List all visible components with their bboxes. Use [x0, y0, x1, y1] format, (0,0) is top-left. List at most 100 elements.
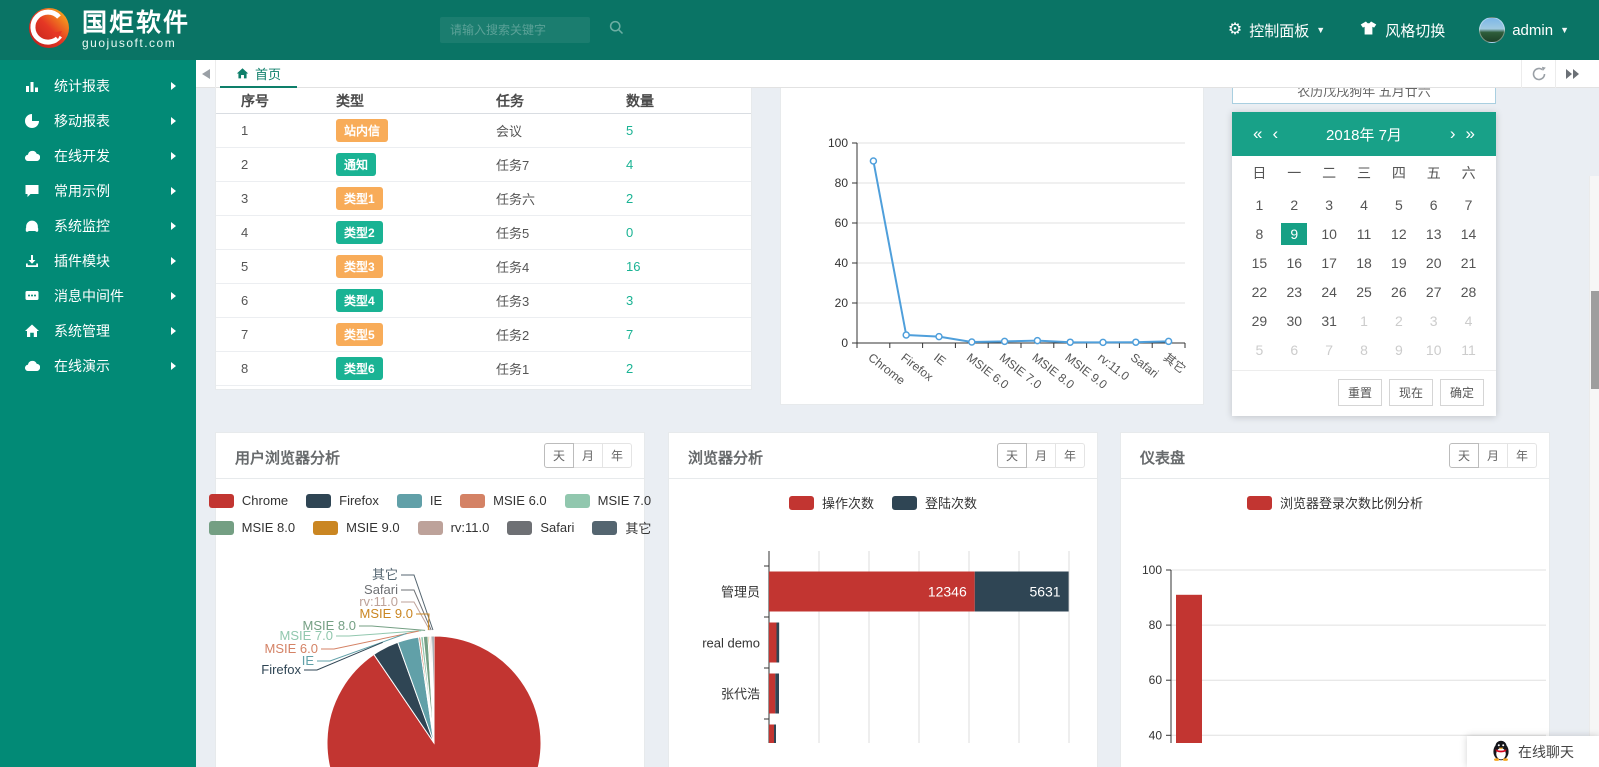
calendar-day[interactable]: 21: [1460, 254, 1477, 271]
calendar-day[interactable]: 25: [1356, 283, 1372, 300]
calendar-day[interactable]: 9: [1394, 341, 1403, 358]
legend-item[interactable]: MSIE 9.0: [313, 518, 400, 537]
calendar-day[interactable]: 2: [1290, 196, 1299, 213]
style-switch-menu[interactable]: 风格切换: [1359, 20, 1445, 41]
sidebar-item-6[interactable]: 插件模块: [0, 243, 196, 278]
calendar-day[interactable]: 1: [1255, 196, 1264, 213]
legend-item[interactable]: 操作次数: [788, 493, 874, 512]
calendar-day[interactable]: 7: [1464, 196, 1473, 213]
calendar-day[interactable]: 15: [1251, 254, 1268, 271]
calendar-day[interactable]: 11: [1461, 341, 1476, 358]
calendar-day[interactable]: 13: [1425, 225, 1442, 242]
calendar-day[interactable]: 6: [1290, 341, 1299, 358]
legend-item[interactable]: IE: [396, 493, 442, 508]
search-input[interactable]: [440, 23, 609, 37]
table-row[interactable]: 7 类型5 任务2 7: [216, 318, 751, 352]
legend-item[interactable]: 其它: [592, 518, 651, 537]
legend-item[interactable]: MSIE 7.0: [564, 493, 651, 508]
table-row[interactable]: 2 通知 任务7 4: [216, 148, 751, 182]
calendar-day[interactable]: 3: [1429, 312, 1438, 329]
calendar-day[interactable]: 12: [1391, 225, 1407, 242]
period-button[interactable]: 天: [543, 443, 574, 468]
sidebar-item-5[interactable]: 系统监控: [0, 208, 196, 243]
calendar-day[interactable]: 27: [1425, 283, 1442, 300]
search-icon[interactable]: [609, 20, 624, 40]
calendar-day[interactable]: 7: [1325, 341, 1334, 358]
calendar-day[interactable]: 4: [1464, 312, 1473, 329]
lunar-date-input[interactable]: 农历戊戌狗年 五月廿六: [1232, 88, 1496, 104]
period-button[interactable]: 天: [1448, 443, 1479, 468]
calendar-next-year-button[interactable]: »: [1465, 124, 1475, 143]
sidebar-item-3[interactable]: 在线开发: [0, 138, 196, 173]
calendar-day[interactable]: 26: [1391, 283, 1407, 300]
table-row[interactable]: 3 类型1 任务六 2: [216, 182, 751, 216]
calendar-day[interactable]: 31: [1321, 312, 1337, 329]
sidebar-item-7[interactable]: 消息中间件: [0, 278, 196, 313]
calendar-day[interactable]: 20: [1425, 254, 1442, 271]
legend-item[interactable]: 浏览器登录次数比例分析: [1246, 493, 1423, 512]
sidebar-item-1[interactable]: 统计报表: [0, 68, 196, 103]
control-panel-menu[interactable]: ⚙ 控制面板 ▼: [1228, 20, 1325, 41]
calendar-day[interactable]: 6: [1429, 196, 1438, 213]
calendar-day[interactable]: 5: [1394, 196, 1403, 213]
table-row[interactable]: 6 类型4 任务3 3: [216, 284, 751, 318]
calendar-day[interactable]: 22: [1251, 283, 1268, 300]
calendar-next-month-button[interactable]: ›: [1449, 124, 1456, 143]
table-row[interactable]: 5 类型3 任务4 16: [216, 250, 751, 284]
calendar-button-3[interactable]: 确定: [1439, 379, 1484, 406]
collapse-right-icon[interactable]: [1555, 60, 1589, 88]
tab-home[interactable]: 首页: [220, 60, 298, 88]
legend-item[interactable]: Chrome: [208, 493, 288, 508]
legend-item[interactable]: MSIE 6.0: [460, 493, 547, 508]
vertical-scrollbar[interactable]: [1589, 176, 1599, 767]
user-menu[interactable]: admin ▼: [1479, 17, 1569, 43]
online-chat-widget[interactable]: 在线聊天: [1467, 736, 1599, 767]
refresh-icon[interactable]: [1521, 60, 1555, 88]
calendar-title[interactable]: 2018年 7月: [1326, 126, 1402, 144]
table-row[interactable]: 4 类型2 任务5 0: [216, 216, 751, 250]
table-row[interactable]: 1 站内信 会议 5: [216, 114, 751, 148]
sidebar-item-8[interactable]: 系统管理: [0, 313, 196, 348]
calendar-day[interactable]: 10: [1321, 225, 1337, 242]
calendar-day[interactable]: 23: [1286, 283, 1303, 300]
calendar-prev-year-button[interactable]: «: [1253, 124, 1263, 143]
calendar-day[interactable]: 5: [1255, 341, 1264, 358]
calendar-day[interactable]: 11: [1356, 225, 1372, 242]
legend-item[interactable]: MSIE 8.0: [208, 518, 295, 537]
calendar-day[interactable]: 29: [1251, 312, 1268, 329]
calendar-day[interactable]: 8: [1360, 341, 1368, 358]
scrollbar-thumb[interactable]: [1591, 291, 1599, 389]
tab-scroll-left-button[interactable]: [196, 60, 216, 88]
table-row[interactable]: 8 类型6 任务1 2: [216, 352, 751, 386]
logo[interactable]: 国炬软件 guojusoft.com: [0, 5, 480, 56]
period-button[interactable]: 年: [1506, 443, 1537, 468]
calendar-day[interactable]: 2: [1394, 312, 1403, 329]
calendar-day[interactable]: 8: [1255, 225, 1264, 242]
legend-item[interactable]: Safari: [507, 518, 574, 537]
calendar-day[interactable]: 30: [1286, 312, 1303, 329]
calendar-day[interactable]: 18: [1356, 254, 1372, 271]
calendar-day[interactable]: 1: [1360, 312, 1368, 329]
calendar-prev-month-button[interactable]: ‹: [1272, 124, 1279, 143]
period-button[interactable]: 月: [1477, 443, 1508, 468]
calendar-day-selected[interactable]: 9: [1281, 222, 1308, 245]
calendar-day[interactable]: 10: [1425, 341, 1442, 358]
calendar-button-1[interactable]: 重置: [1337, 379, 1382, 406]
legend-item[interactable]: Firefox: [306, 493, 379, 508]
calendar-day[interactable]: 28: [1460, 283, 1477, 300]
calendar-day[interactable]: 19: [1391, 254, 1407, 271]
period-button[interactable]: 年: [601, 443, 632, 468]
calendar-button-2[interactable]: 现在: [1388, 379, 1433, 406]
sidebar-item-4[interactable]: 常用示例: [0, 173, 196, 208]
period-button[interactable]: 月: [572, 443, 603, 468]
legend-item[interactable]: 登陆次数: [892, 493, 977, 512]
legend-item[interactable]: rv:11.0: [417, 518, 489, 537]
sidebar-item-9[interactable]: 在线演示: [0, 348, 196, 383]
period-button[interactable]: 月: [1025, 443, 1056, 468]
period-button[interactable]: 年: [1054, 443, 1085, 468]
sidebar-item-2[interactable]: 移动报表: [0, 103, 196, 138]
calendar-day[interactable]: 3: [1325, 196, 1334, 213]
calendar-day[interactable]: 16: [1286, 254, 1303, 271]
calendar-day[interactable]: 4: [1360, 196, 1368, 213]
calendar-day[interactable]: 14: [1460, 225, 1477, 242]
